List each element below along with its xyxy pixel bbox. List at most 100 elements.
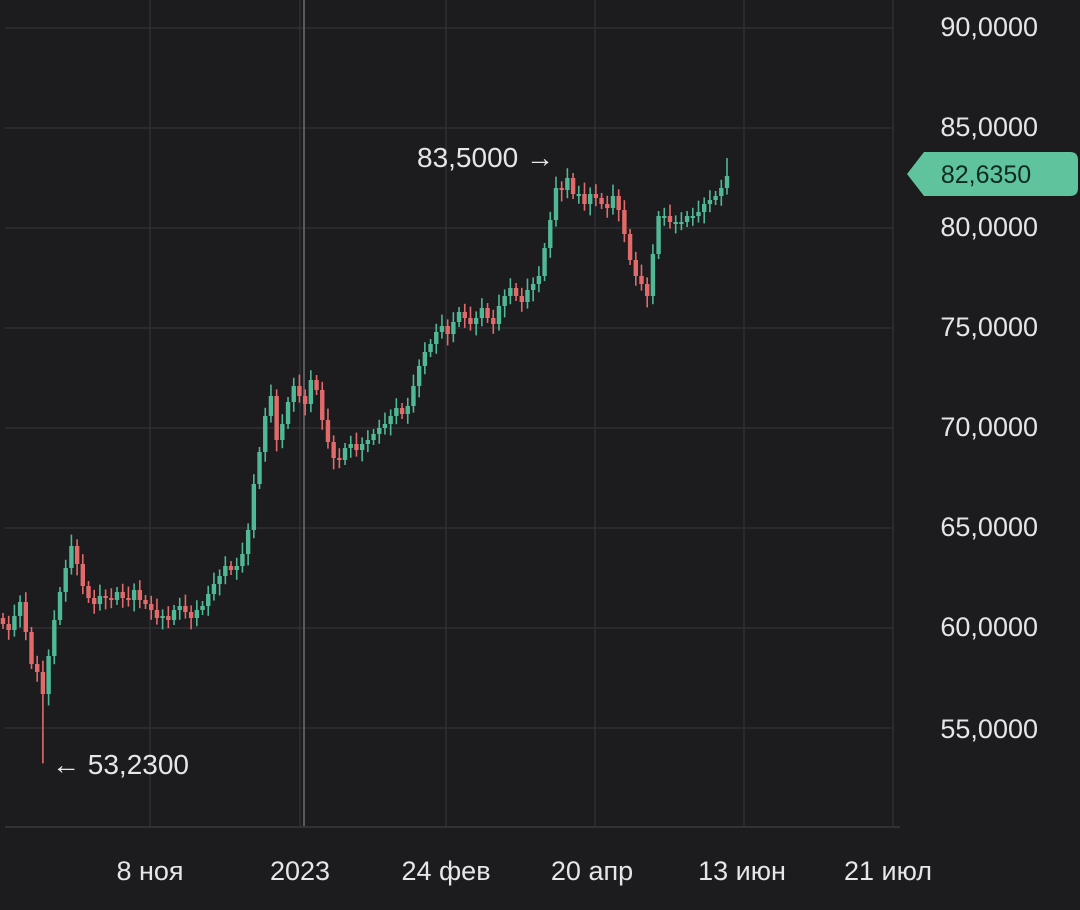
candle-body [257, 452, 262, 484]
candle-body [650, 254, 656, 296]
candle-body [485, 308, 490, 318]
x-tick-label: 13 июн [698, 856, 786, 886]
candle-body [639, 276, 644, 284]
candle-body [97, 596, 103, 604]
candle-body [587, 194, 593, 204]
candle-body [616, 196, 621, 210]
candle-body [6, 624, 11, 630]
candle-body [473, 318, 479, 324]
candle-body [633, 260, 638, 276]
current-price-tag: 82,6350 [907, 152, 1078, 196]
candle-body [405, 406, 410, 414]
candle-body [508, 288, 513, 296]
candle-body [12, 616, 17, 630]
candle-body [63, 568, 68, 592]
candle-body [240, 554, 245, 566]
candle-body [29, 632, 34, 664]
candle-body [297, 386, 302, 396]
candle-body [622, 210, 627, 234]
candle-body [57, 592, 63, 620]
candle-body [92, 598, 97, 604]
x-tick-label: 21 июл [844, 856, 932, 886]
candle-body [491, 318, 496, 324]
candle-body [673, 222, 678, 224]
candle-body [690, 216, 695, 218]
x-tick-label: 8 ноя [116, 856, 183, 886]
candle-body [667, 216, 673, 222]
candle-body [656, 216, 661, 254]
candle-body [331, 442, 336, 458]
candle-body [399, 408, 405, 414]
candle-body [126, 598, 131, 600]
current-price-tag-shape [907, 152, 1078, 196]
candle-body [342, 448, 348, 460]
candle-body [525, 290, 530, 302]
candle-body [206, 594, 211, 606]
candle-body [160, 616, 165, 618]
candle-body [69, 546, 74, 568]
y-tick-label: 75,0000 [940, 312, 1038, 342]
candle-body [559, 188, 564, 190]
candle-body [502, 296, 507, 306]
candle-body [194, 610, 200, 618]
candle-body [263, 416, 268, 452]
candle-body [217, 576, 222, 584]
candle-body [394, 408, 399, 416]
candle-body [679, 222, 684, 224]
candle-body [684, 216, 690, 222]
candle-body [337, 458, 342, 460]
candle-body [530, 284, 536, 290]
candle-body [320, 390, 325, 420]
candle-body [251, 484, 257, 530]
max-price-annotation: 83,5000 → [417, 142, 554, 173]
candle-body [371, 434, 376, 440]
candle-body [52, 620, 57, 656]
candle-body [696, 212, 701, 216]
candle-body [109, 598, 114, 600]
candle-body [154, 610, 160, 618]
candle-body [468, 318, 473, 324]
candle-body [411, 386, 416, 406]
candle-body [388, 416, 393, 424]
candle-body [245, 530, 251, 554]
candle-body [701, 204, 707, 212]
candle-body [103, 596, 108, 598]
candle-body [268, 396, 274, 416]
min-price-annotation: ← 53,2300 [52, 749, 189, 780]
candle-body [177, 606, 182, 610]
y-tick-label: 70,0000 [940, 412, 1038, 442]
candle-body [166, 616, 171, 620]
candle-body [17, 602, 23, 616]
candle-body [536, 276, 542, 284]
candle-body [280, 424, 285, 440]
candle-body [662, 216, 667, 218]
grid [5, 0, 900, 828]
candle-body [434, 332, 439, 344]
candle-body [519, 296, 524, 302]
candle-body [354, 444, 359, 450]
y-tick-label: 80,0000 [940, 212, 1038, 242]
candle-body [724, 176, 730, 188]
candle-body [428, 344, 433, 352]
candle-body [553, 188, 559, 220]
x-tick-label: 24 фев [401, 856, 490, 886]
candle-body [439, 326, 445, 332]
candle-body [86, 586, 91, 598]
candle-body [377, 428, 382, 434]
candle-body [308, 380, 314, 404]
candle-body [211, 584, 217, 594]
candle-body [149, 604, 154, 610]
candle-body [80, 564, 86, 586]
candle-body [188, 612, 194, 618]
candle-body [274, 396, 279, 440]
y-tick-label: 90,0000 [940, 12, 1038, 42]
candle-body [223, 566, 228, 576]
candle-body [382, 424, 388, 428]
candle-body [314, 380, 319, 390]
candle-body [548, 220, 553, 248]
candle-body [479, 308, 485, 318]
candle-body [719, 188, 724, 196]
candle-body [228, 566, 234, 570]
